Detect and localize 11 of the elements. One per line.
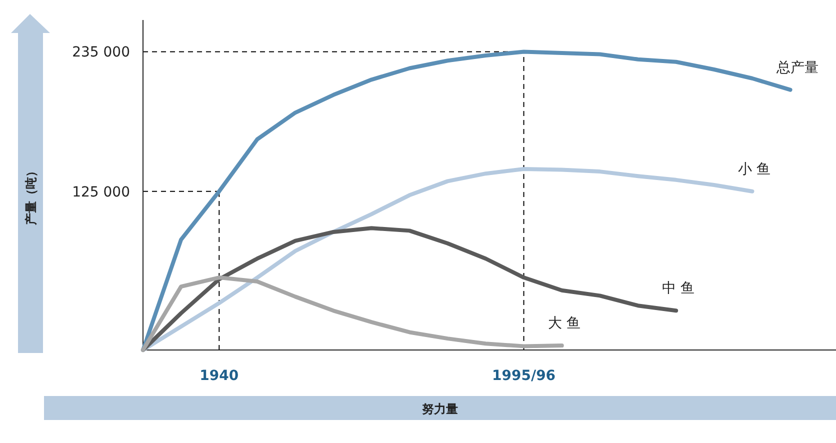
x-tick-label: 1995/96: [492, 368, 556, 384]
series-label: 小 鱼: [738, 161, 771, 178]
x-axis-title: 努力量: [422, 402, 458, 416]
series-label: 中 鱼: [662, 280, 695, 297]
line-series: [141, 276, 564, 352]
series-label: 大 鱼: [548, 316, 580, 332]
y-tick-label: 125 000: [72, 184, 130, 200]
y-tick-label: 235 000: [72, 44, 130, 61]
series-label: 总产量: [775, 60, 818, 76]
y-axis-title: 产量（吨）: [24, 165, 38, 226]
x-tick-label: 1940: [200, 368, 239, 384]
